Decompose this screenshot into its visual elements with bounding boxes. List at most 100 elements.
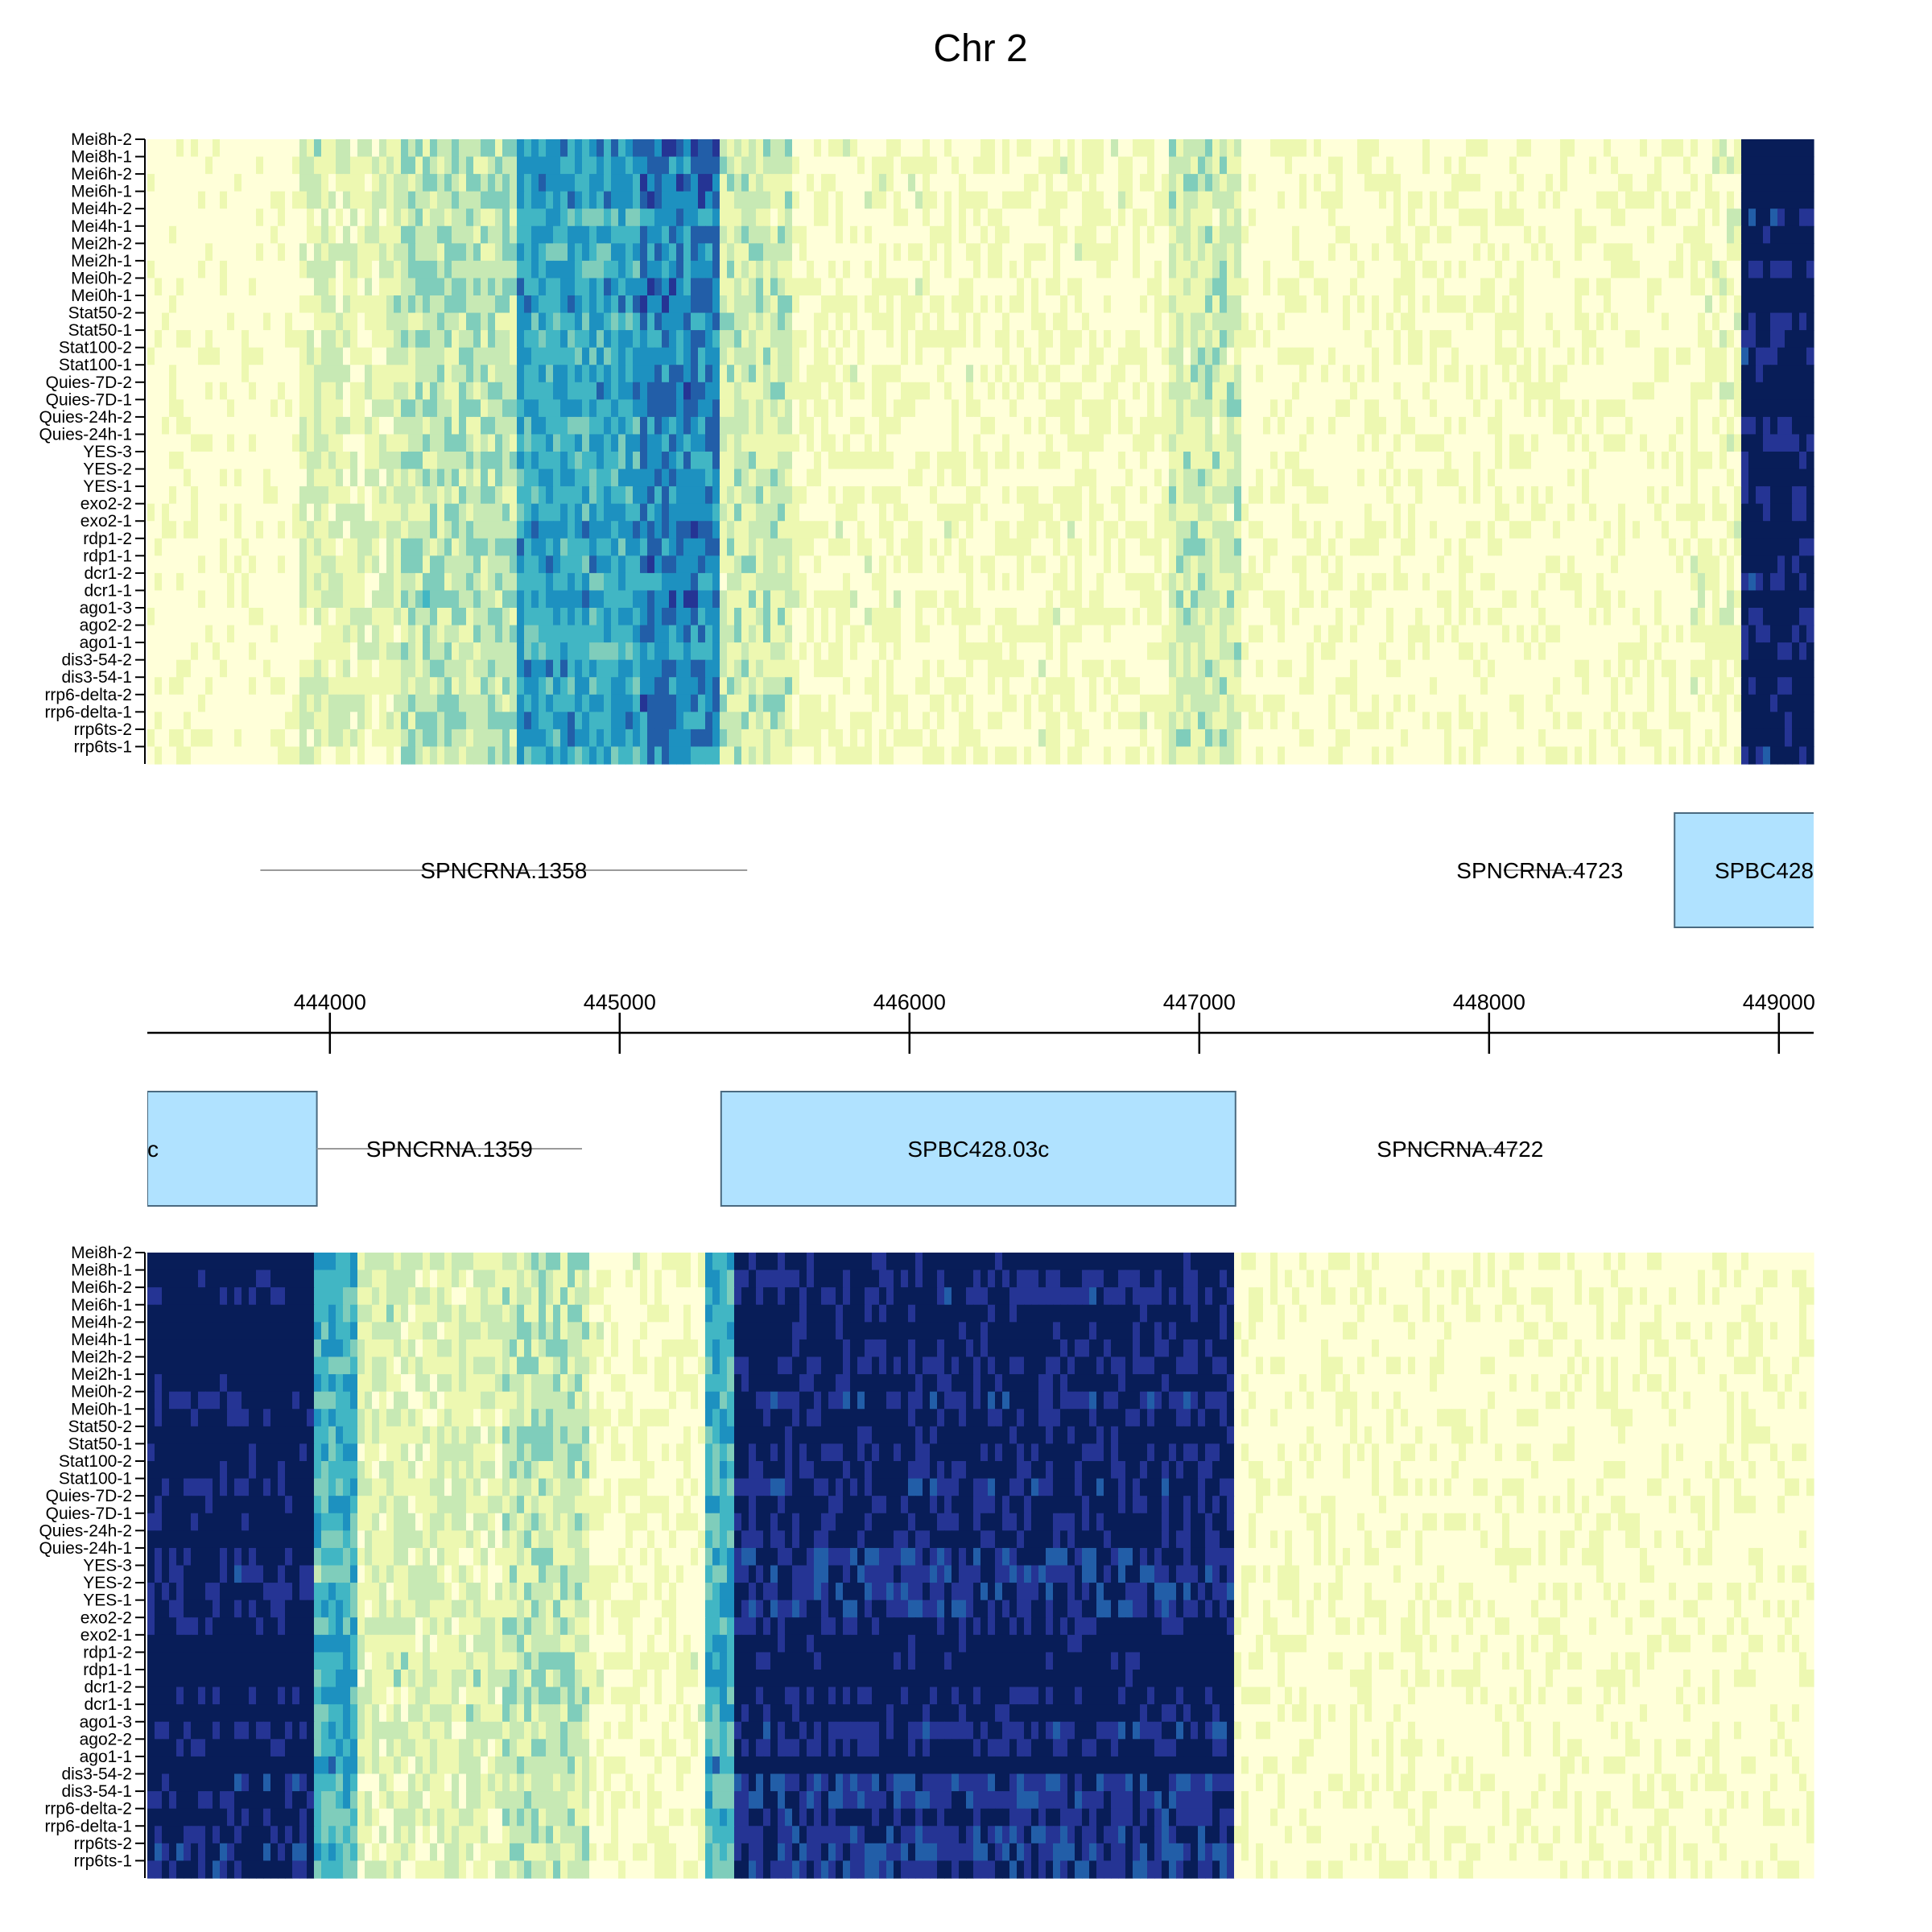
forward-cell: [365, 139, 373, 158]
forward-cell: [1285, 156, 1293, 175]
forward-cell: [1654, 469, 1662, 487]
forward-cell: [1321, 365, 1329, 383]
forward-cell: [1241, 416, 1249, 436]
forward-cell: [1509, 365, 1517, 383]
forward-cell: [1169, 260, 1177, 279]
forward-cell: [1060, 469, 1068, 487]
forward-cell: [770, 225, 778, 244]
forward-cell: [1162, 312, 1170, 331]
forward-cell: [401, 295, 409, 314]
forward-cell: [357, 174, 365, 192]
forward-cell: [1111, 208, 1119, 227]
forward-cell: [1705, 486, 1713, 505]
forward-cell: [886, 260, 894, 279]
forward-cell: [944, 416, 952, 436]
forward-cell: [836, 416, 844, 436]
forward-cell: [712, 295, 720, 314]
forward-cell: [314, 365, 322, 383]
forward-cell: [270, 486, 279, 505]
forward-cell: [1546, 347, 1554, 365]
forward-cell: [944, 486, 952, 505]
forward-cell: [1162, 139, 1170, 158]
forward-cell: [611, 174, 619, 192]
forward-cell: [147, 469, 155, 487]
forward-cell: [850, 330, 858, 349]
forward-cell: [553, 174, 561, 192]
forward-cell: [1140, 208, 1148, 227]
forward-cell: [1799, 208, 1807, 227]
forward-cell: [401, 452, 409, 470]
forward-cell: [807, 295, 815, 314]
forward-cell: [1741, 139, 1749, 158]
forward-cell: [184, 312, 192, 331]
forward-cell: [640, 156, 648, 175]
forward-cell: [176, 139, 184, 158]
forward-cell: [1328, 312, 1336, 331]
forward-cell: [162, 382, 170, 400]
forward-cell: [1205, 156, 1213, 175]
forward-cell: [1777, 312, 1785, 331]
forward-cell: [1270, 243, 1278, 262]
forward-cell: [966, 243, 974, 262]
forward-cell: [872, 208, 880, 227]
forward-cell: [1002, 260, 1010, 279]
forward-cell: [1459, 225, 1467, 244]
forward-cell: [850, 416, 858, 436]
forward-cell: [1662, 191, 1670, 209]
forward-cell: [865, 191, 873, 209]
forward-cell: [1553, 486, 1561, 505]
forward-cell: [278, 382, 286, 400]
forward-cell: [785, 191, 793, 209]
forward-cell: [1096, 382, 1104, 400]
forward-cell: [1183, 434, 1191, 452]
forward-cell: [510, 191, 518, 209]
forward-cell: [1162, 208, 1170, 227]
forward-cell: [1473, 347, 1481, 365]
forward-cell: [1270, 416, 1278, 436]
forward-cell: [1314, 156, 1322, 175]
forward-cell: [1654, 347, 1662, 365]
forward-cell: [1372, 174, 1380, 192]
forward-cell: [394, 156, 402, 175]
forward-cell: [162, 330, 170, 349]
forward-cell: [285, 347, 293, 365]
forward-cell: [1748, 434, 1757, 452]
forward-cell: [213, 243, 221, 262]
forward-cell: [357, 365, 365, 383]
forward-cell: [589, 295, 597, 314]
forward-cell: [937, 382, 945, 400]
forward-cell: [1307, 174, 1315, 192]
forward-cell: [575, 399, 583, 418]
forward-cell: [843, 486, 851, 505]
forward-cell: [184, 469, 192, 487]
forward-cell: [1060, 156, 1068, 175]
forward-cell: [720, 382, 728, 400]
forward-cell: [1140, 278, 1148, 296]
forward-cell: [539, 382, 547, 400]
forward-cell: [1278, 503, 1286, 522]
forward-cell: [343, 452, 351, 470]
forward-cell: [155, 486, 163, 505]
forward-cell: [1531, 243, 1539, 262]
forward-cell: [481, 260, 489, 279]
forward-cell: [1002, 243, 1010, 262]
forward-cell: [1285, 469, 1293, 487]
forward-cell: [1560, 156, 1568, 175]
forward-cell: [850, 469, 858, 487]
forward-cell: [1582, 382, 1590, 400]
forward-cell: [1343, 469, 1351, 487]
forward-cell: [1191, 174, 1199, 192]
forward-cell: [908, 278, 916, 296]
forward-cell: [1350, 365, 1358, 383]
forward-cell: [213, 416, 221, 436]
forward-cell: [1335, 225, 1344, 244]
forward-cell: [1560, 174, 1568, 192]
forward-cell: [821, 174, 829, 192]
forward-cell: [1263, 330, 1271, 349]
forward-cell: [1393, 399, 1402, 418]
forward-cell: [1785, 347, 1793, 365]
forward-cell: [1111, 434, 1119, 452]
forward-cell: [1546, 139, 1554, 158]
forward-cell: [886, 382, 894, 400]
forward-cell: [952, 312, 960, 331]
